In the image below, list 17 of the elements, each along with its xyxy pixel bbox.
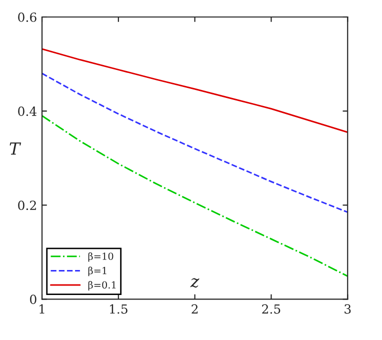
x-tick-label: 2 <box>192 304 198 314</box>
legend-label: β=1 <box>88 266 106 276</box>
y-tick-label: 0.2 <box>18 200 36 210</box>
legend-label: β=0.1 <box>88 280 116 290</box>
x-tick-label: 1.5 <box>110 304 128 314</box>
y-tick-label: 0.6 <box>18 12 36 22</box>
legend-label: β=10 <box>88 252 114 262</box>
x-tick-label: 3 <box>344 304 351 314</box>
x-tick-label: 1 <box>40 304 44 314</box>
y-tick-label: 0.4 <box>18 106 37 116</box>
y-tick-label: 0 <box>30 294 36 304</box>
x-tick-label: 2.5 <box>262 304 280 314</box>
line-series <box>42 48 348 133</box>
x-axis-title: z <box>190 278 200 288</box>
line-series <box>42 115 348 277</box>
y-axis-title: T <box>10 142 22 155</box>
line-series <box>42 72 348 213</box>
